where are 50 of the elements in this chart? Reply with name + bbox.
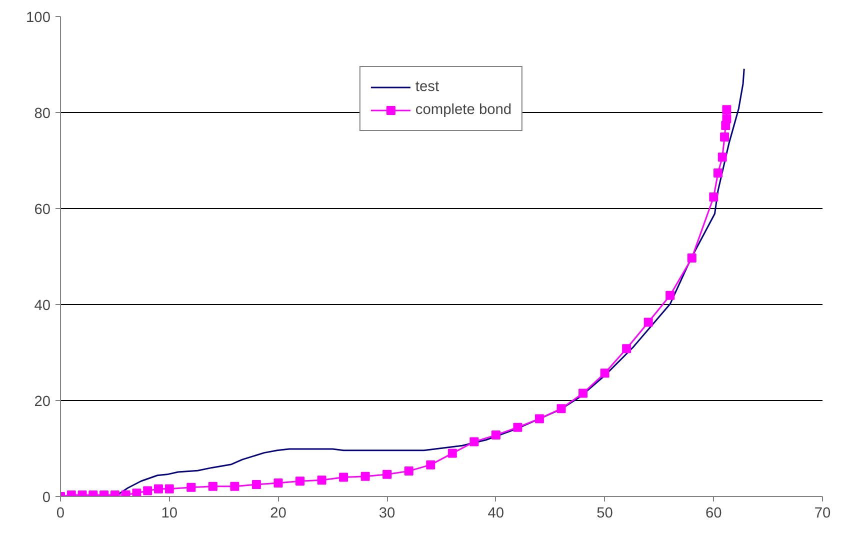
point [556, 404, 566, 414]
point [709, 192, 718, 202]
point [295, 476, 304, 486]
x-tick-label: 10 [161, 506, 178, 522]
y-tick-label: 80 [34, 106, 51, 122]
point [534, 414, 544, 424]
point [360, 472, 370, 481]
point [164, 484, 174, 494]
point [382, 470, 392, 479]
point [252, 480, 261, 489]
legend-label: complete bond [415, 102, 512, 118]
point [666, 290, 675, 300]
x-tick-label: 20 [270, 506, 286, 522]
point [208, 482, 218, 491]
legend-label: test [415, 79, 440, 95]
point [339, 472, 348, 482]
point [622, 344, 632, 354]
point [713, 168, 722, 178]
point [143, 486, 152, 496]
point [230, 482, 240, 491]
y-tick-label: 0 [42, 490, 51, 506]
point [718, 152, 727, 162]
point [186, 482, 196, 492]
x-tick-label: 30 [378, 506, 396, 522]
point [687, 253, 696, 262]
point [154, 484, 163, 494]
point [600, 368, 610, 378]
point [644, 318, 653, 327]
x-tick-label: 0 [56, 506, 65, 522]
point [317, 476, 326, 485]
y-tick-label: 20 [34, 394, 51, 410]
y-tick-label: 40 [34, 298, 51, 314]
x-tick-label: 40 [488, 506, 504, 522]
point [448, 448, 457, 458]
y-tick-label: 60 [34, 202, 51, 218]
point [404, 466, 414, 476]
point [132, 488, 142, 496]
point [578, 388, 588, 398]
point [426, 460, 436, 470]
point [722, 114, 732, 124]
point [491, 430, 500, 440]
point [513, 422, 522, 432]
point [470, 437, 479, 446]
y-tick-label: 100 [26, 10, 51, 26]
x-tick-label: 60 [705, 506, 722, 522]
point [720, 132, 730, 142]
point [722, 105, 732, 114]
x-tick-label: 50 [596, 506, 613, 522]
x-tick-label: 70 [814, 506, 831, 522]
point [274, 478, 283, 488]
